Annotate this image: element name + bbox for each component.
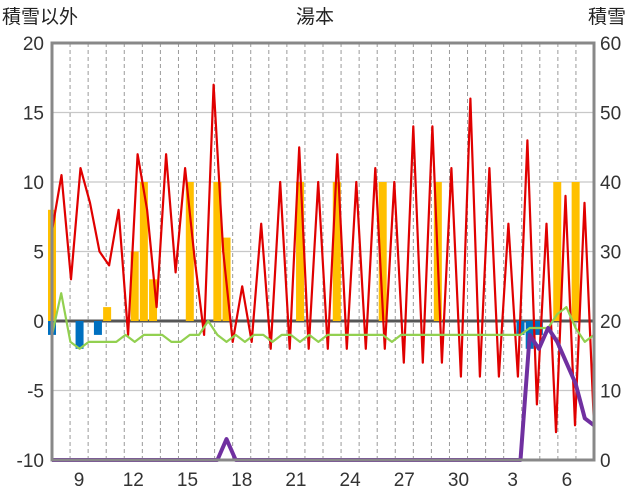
right-axis-tick: 60: [600, 34, 621, 55]
left-axis-tick: -5: [27, 382, 44, 403]
right-axis-tick: 10: [600, 382, 621, 403]
x-axis-tick: 24: [340, 470, 362, 491]
x-axis-tick: 30: [448, 470, 469, 491]
left-axis-tick: 15: [23, 104, 44, 125]
precip-bar: [103, 307, 112, 321]
right-axis-tick: 30: [600, 243, 621, 264]
x-axis-tick: 27: [394, 470, 415, 491]
plot-frame: [50, 41, 596, 462]
precip-bar: [139, 182, 148, 321]
right-axis-tick: 50: [600, 104, 621, 125]
precip-bar: [149, 279, 158, 321]
left-axis-tick: 0: [33, 312, 44, 333]
precip-bar: [378, 182, 387, 321]
precip-bar: [185, 182, 194, 321]
sunshine-bar: [93, 321, 102, 335]
left-axis-tick: 20: [23, 34, 44, 55]
left-axis-tick: 10: [23, 173, 44, 194]
x-axis-tick: 3: [507, 470, 518, 491]
x-axis-tick: 18: [231, 470, 252, 491]
right-axis-tick: 40: [600, 173, 621, 194]
precip-bar: [213, 182, 222, 321]
x-axis-tick: 6: [562, 470, 573, 491]
chart-title: 湯本: [296, 6, 335, 28]
precip-bar: [332, 182, 341, 321]
right-axis-tick: 20: [600, 312, 621, 333]
right-axis-tick: 0: [600, 451, 611, 472]
x-axis-tick: 15: [177, 470, 198, 491]
x-axis-tick: 21: [285, 470, 306, 491]
left-axis-tick: -10: [17, 451, 44, 472]
x-axis-tick: 9: [74, 470, 85, 491]
precip-bar: [553, 182, 562, 321]
precip-bar: [130, 251, 139, 321]
precip-bar: [571, 182, 580, 321]
series-line: [50, 83, 596, 434]
left-axis-tick: 5: [33, 243, 44, 264]
precip-bar: [296, 182, 305, 321]
x-axis-tick: 12: [123, 470, 144, 491]
left-axis-title: 積雪以外: [2, 6, 79, 28]
series-line: [50, 292, 595, 350]
sunshine-bar: [75, 321, 84, 349]
right-axis-title: 積雪: [588, 6, 627, 28]
